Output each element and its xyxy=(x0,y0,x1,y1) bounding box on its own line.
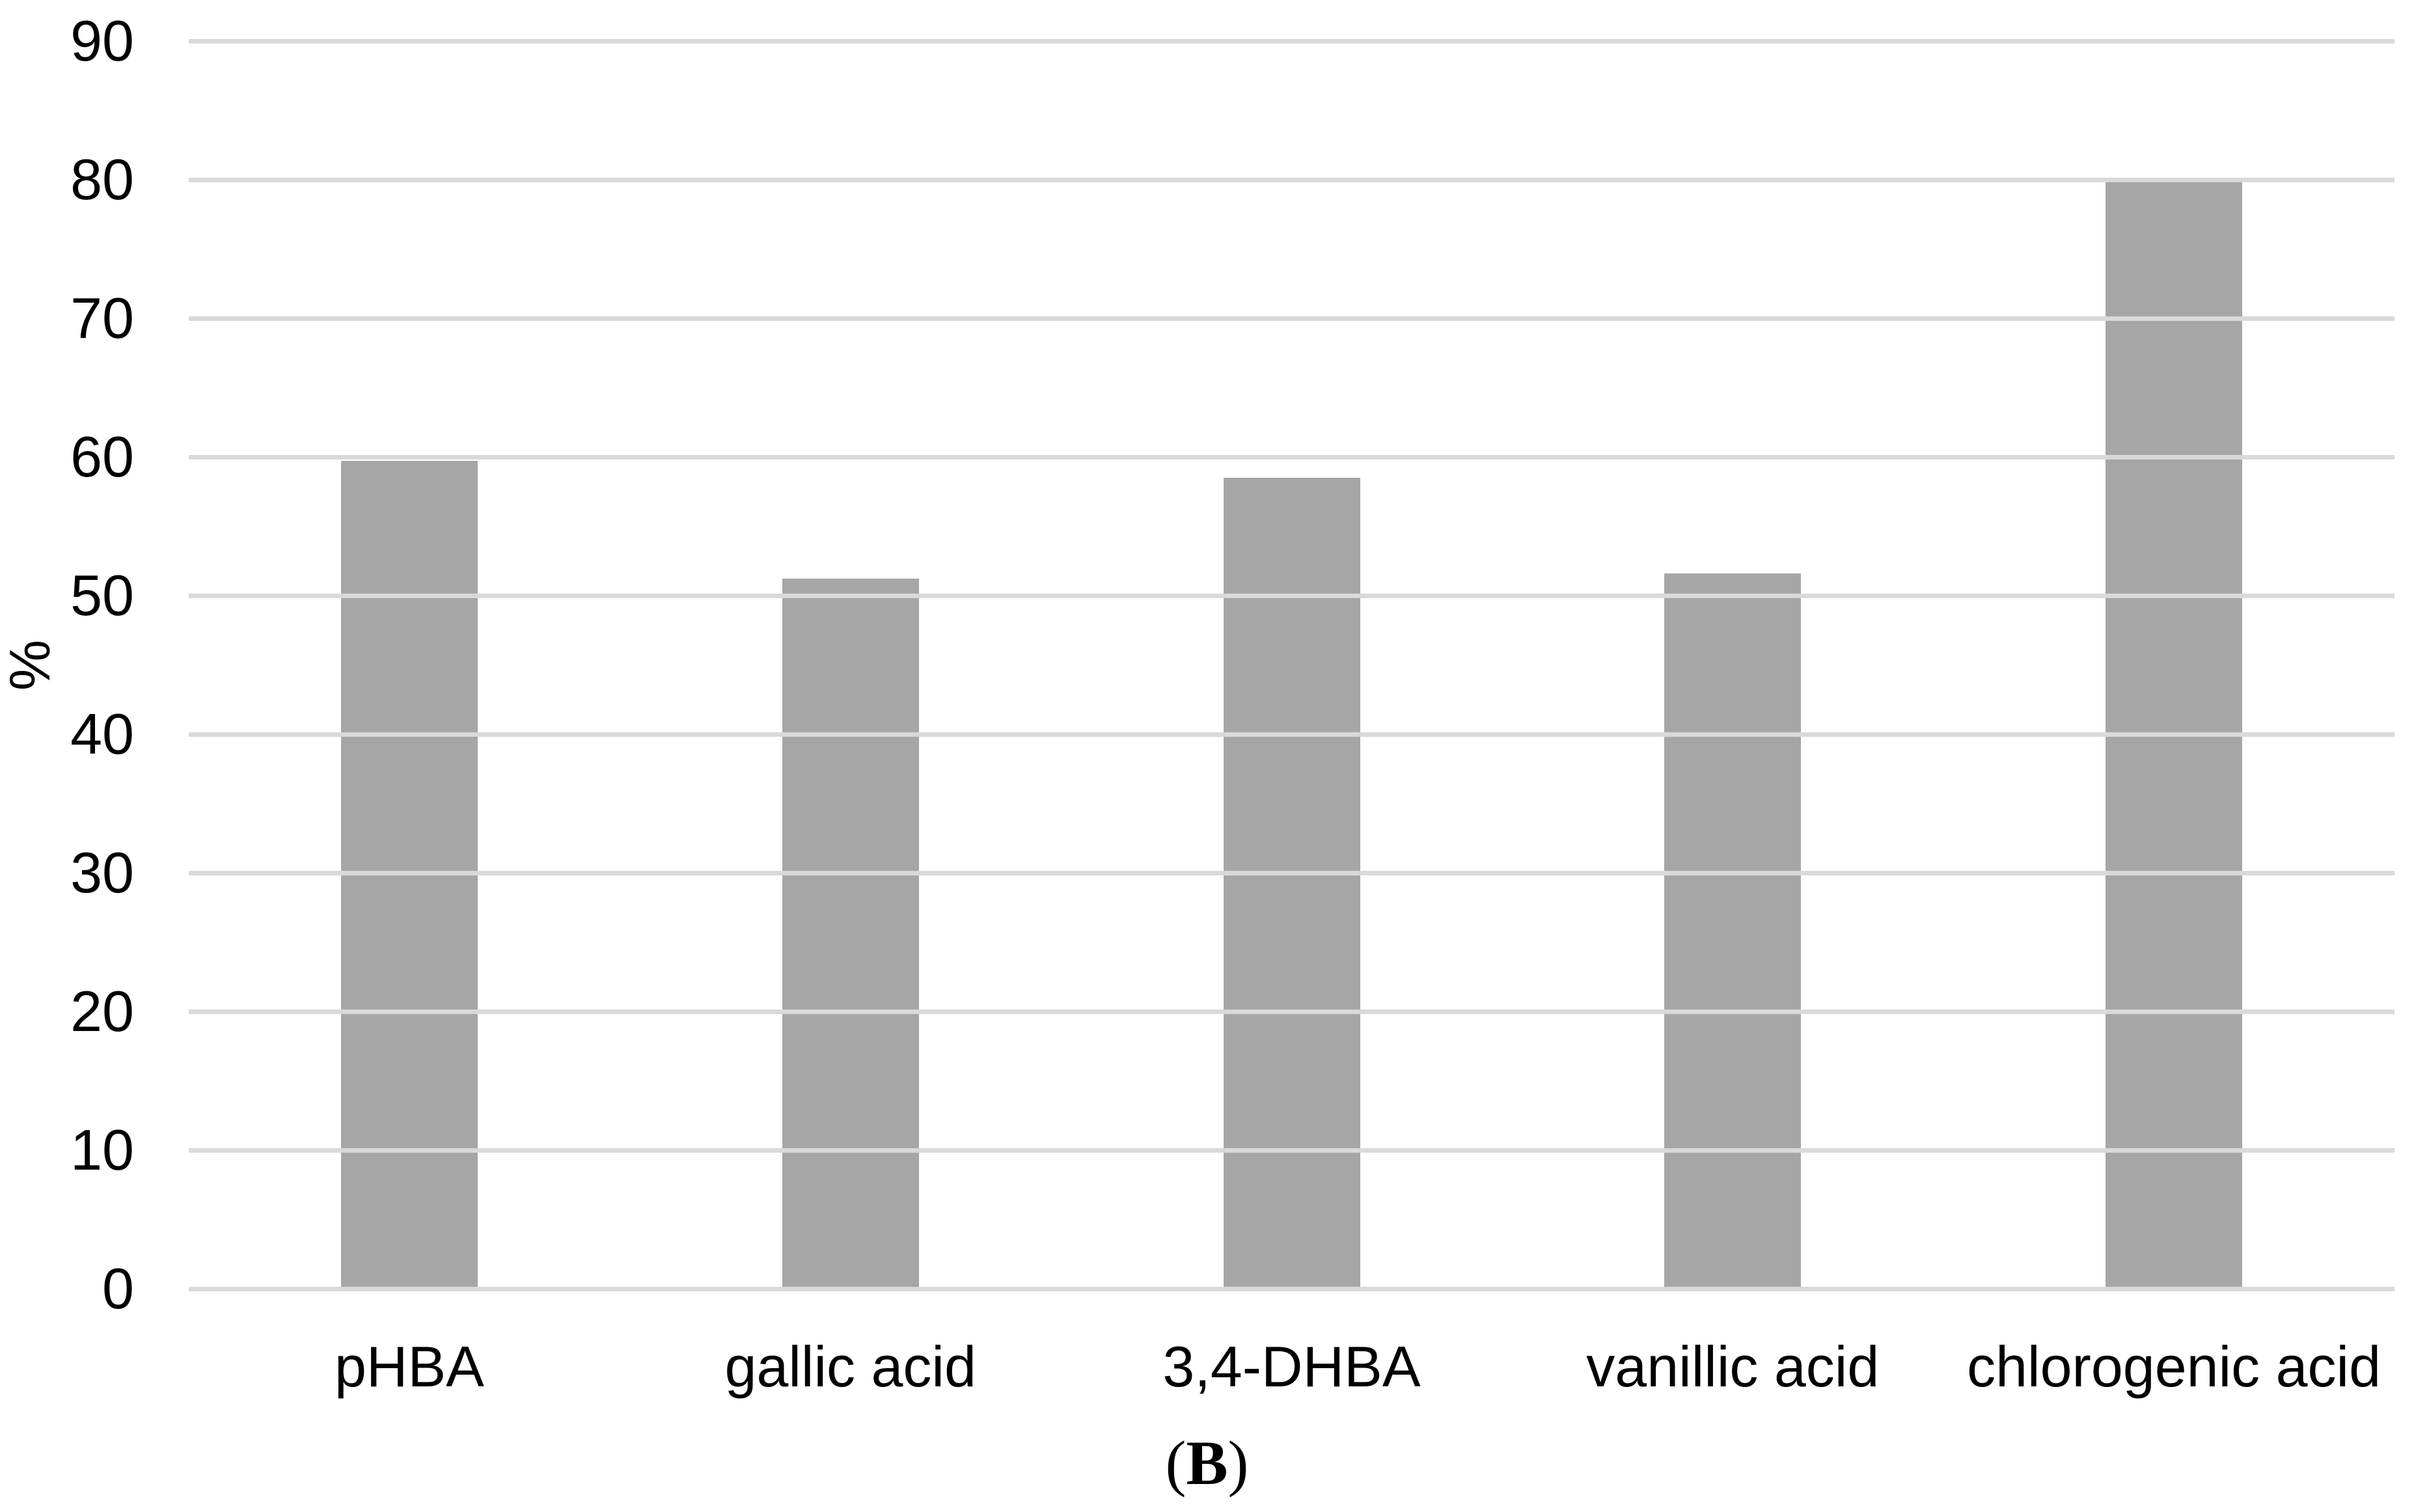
y-tick-label-90: 90 xyxy=(70,8,134,73)
x-category-label-vanillic-acid: vanillic acid xyxy=(1586,1334,1880,1399)
x-category-label-phba: pHBA xyxy=(334,1334,484,1399)
y-tick-label-30: 30 xyxy=(70,840,134,905)
y-tick-label-50: 50 xyxy=(70,563,134,627)
y-tick-label-40: 40 xyxy=(70,702,134,766)
y-tick-label-10: 10 xyxy=(70,1118,134,1182)
figure-caption: (B) xyxy=(0,1432,2414,1494)
x-category-label-gallic-acid: gallic acid xyxy=(724,1334,976,1399)
gridline-40 xyxy=(189,732,2394,737)
gridline-70 xyxy=(189,316,2394,321)
y-tick-label-60: 60 xyxy=(70,424,134,489)
y-tick-label-80: 80 xyxy=(70,147,134,212)
plot-area xyxy=(189,38,2394,1291)
gridline-20 xyxy=(189,1009,2394,1014)
gridline-0 xyxy=(189,1286,2394,1291)
y-axis-tick-labels: 0 10 20 30 40 50 60 70 80 90 xyxy=(0,12,134,1317)
y-tick-label-20: 20 xyxy=(70,979,134,1043)
gridline-90 xyxy=(189,38,2394,44)
y-tick-label-70: 70 xyxy=(70,286,134,350)
gridline-10 xyxy=(189,1148,2394,1153)
x-category-label-chlorogenic-acid: chlorogenic acid xyxy=(1967,1334,2381,1399)
caption-close-paren: ) xyxy=(1228,1428,1249,1498)
y-tick-label-0: 0 xyxy=(102,1256,134,1321)
caption-letter: B xyxy=(1186,1428,1228,1498)
gridline-50 xyxy=(189,593,2394,598)
bar-vanillic-acid xyxy=(1664,573,1802,1289)
x-category-label-3-4-dhba: 3,4-DHBA xyxy=(1162,1334,1421,1399)
gridline-80 xyxy=(189,177,2394,182)
gridline-60 xyxy=(189,454,2394,460)
caption-open-paren: ( xyxy=(1165,1428,1186,1498)
bar-gallic-acid xyxy=(782,579,919,1289)
gridline-30 xyxy=(189,870,2394,875)
x-axis-category-labels: pHBA gallic acid 3,4-DHBA vanillic acid chlo… xyxy=(189,1338,2394,1395)
bar-3-4-dhba xyxy=(1223,477,1360,1289)
